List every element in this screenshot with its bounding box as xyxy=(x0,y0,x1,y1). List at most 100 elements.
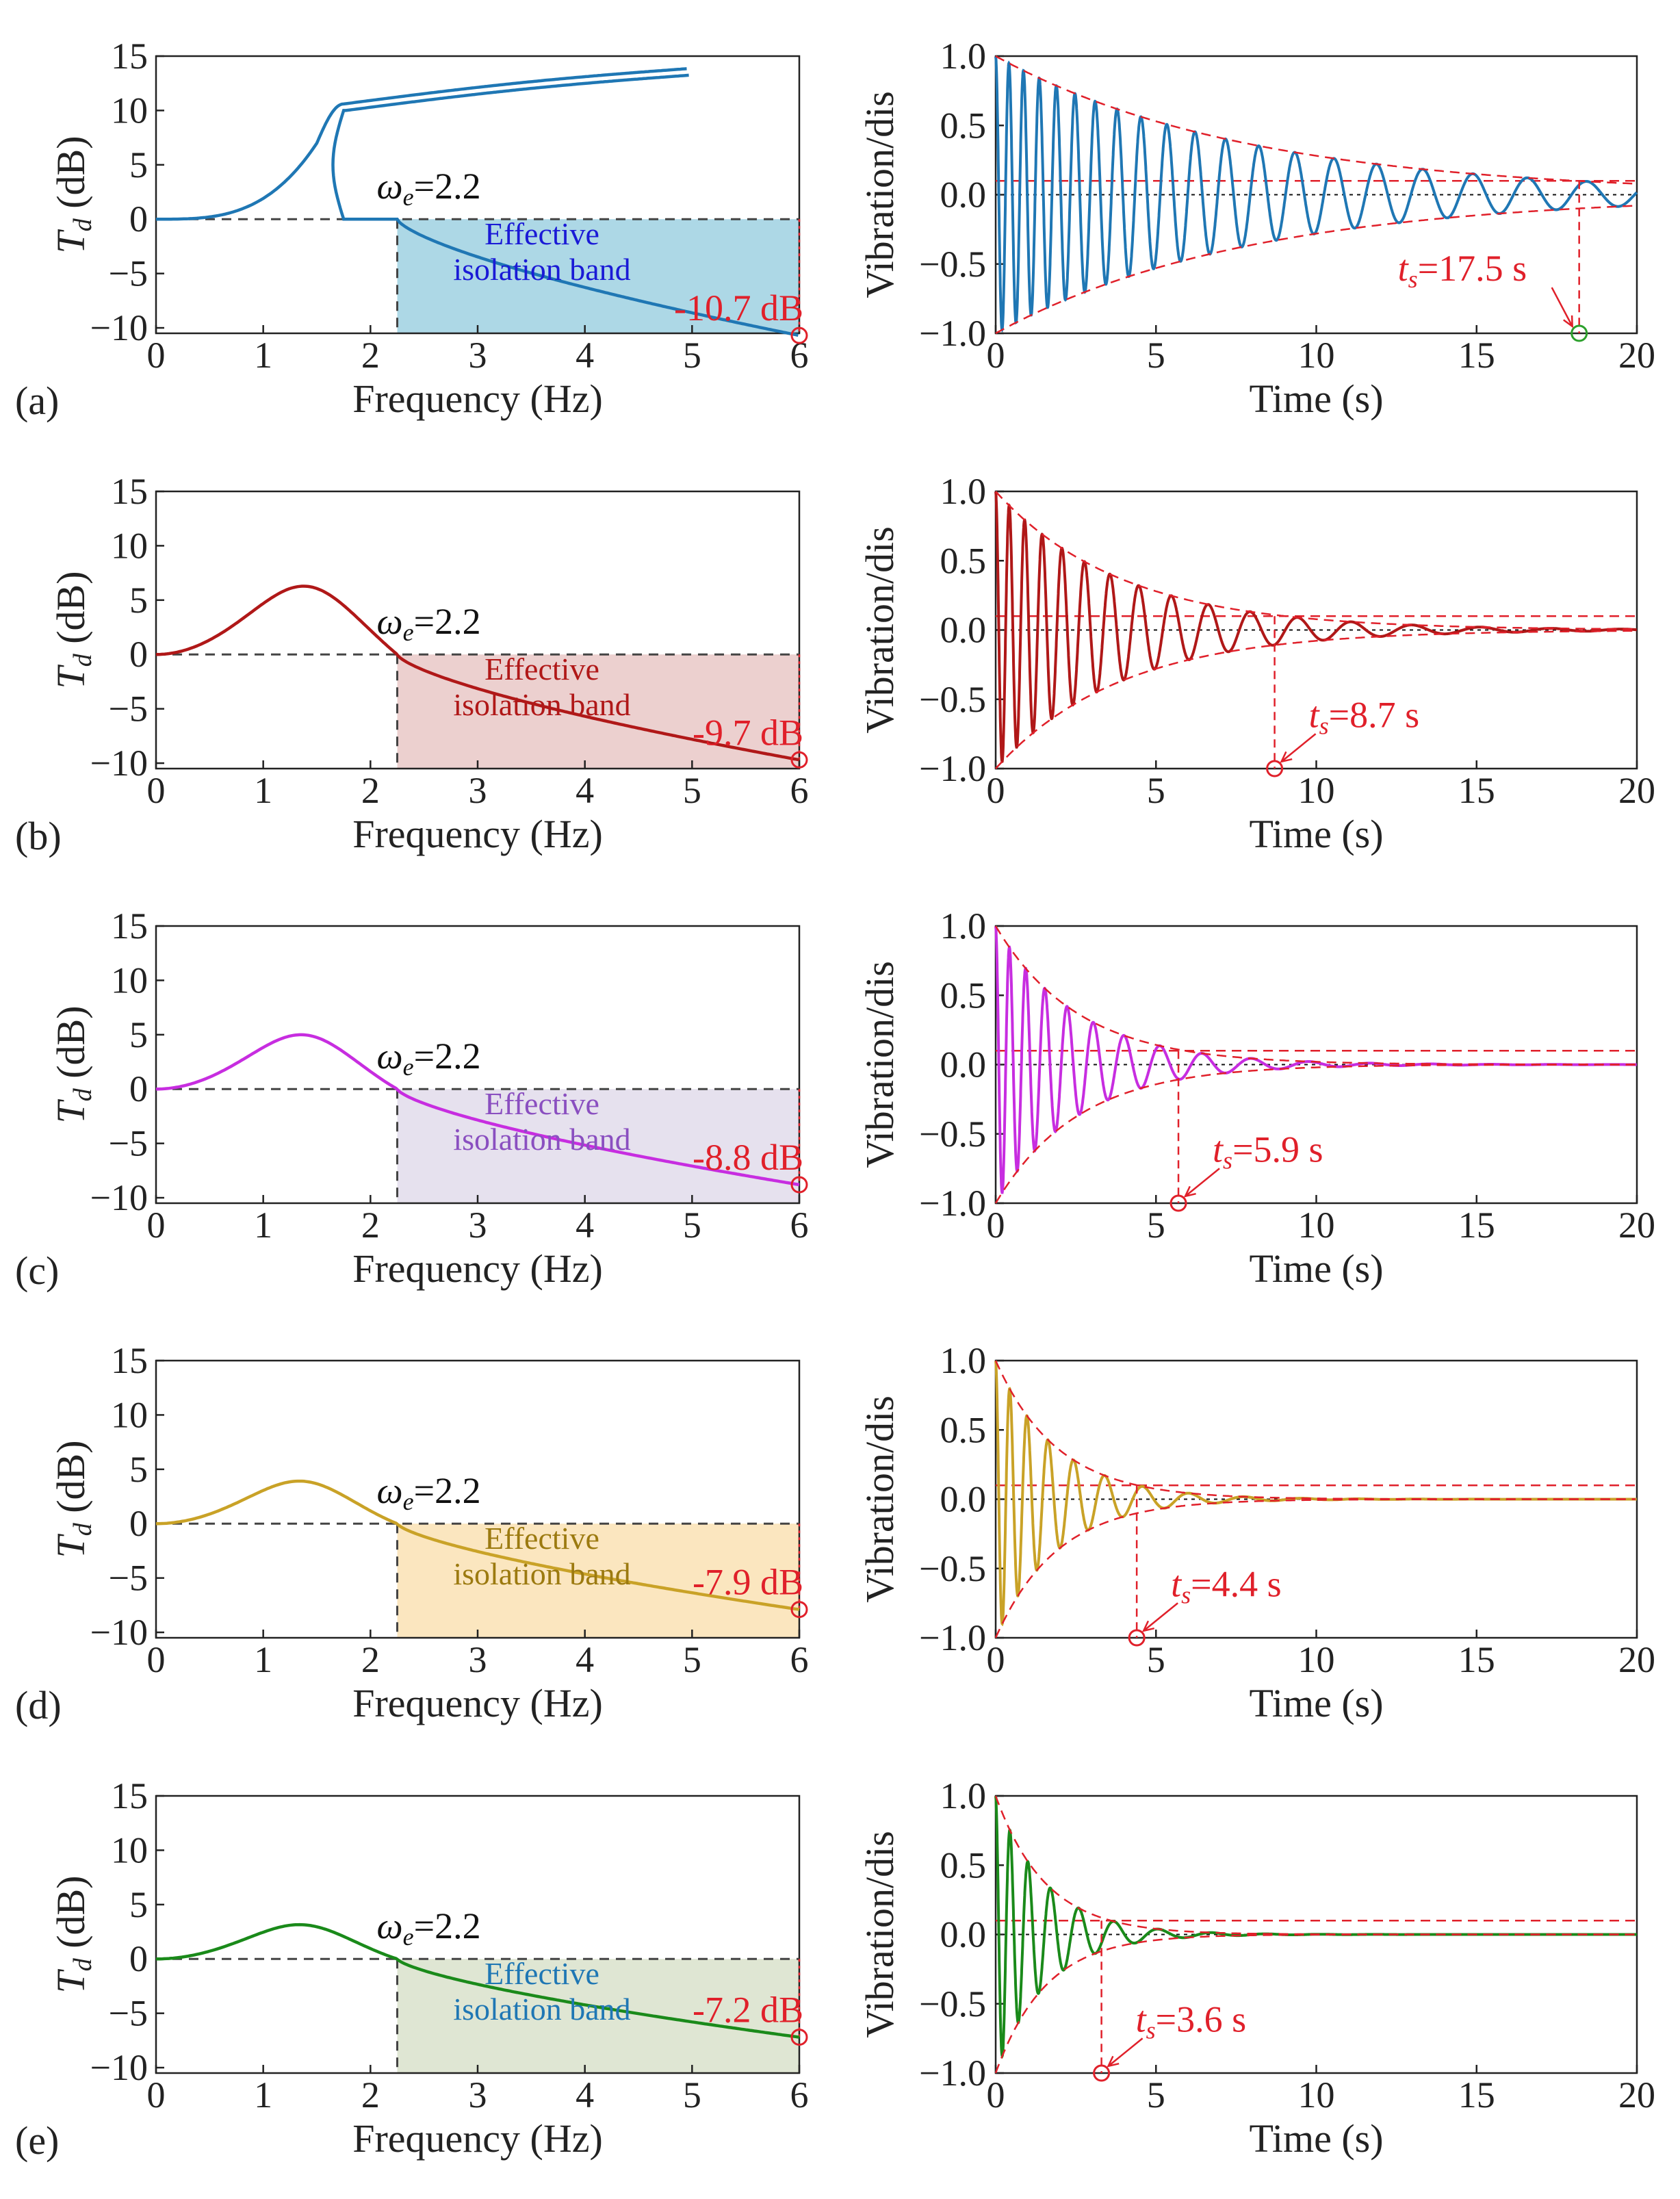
y-tick-label: 0.5 xyxy=(940,1844,987,1886)
lower-envelope xyxy=(995,205,1636,335)
omega-value: =2.2 xyxy=(414,1905,481,1946)
y-tick-label: −10 xyxy=(90,2047,148,2088)
omega-e-label: ωe=2.2 xyxy=(377,1036,481,1081)
x-tick-label: 6 xyxy=(790,335,809,376)
x-tick-label: 5 xyxy=(683,1639,701,1680)
band-label-line1: Effective xyxy=(484,1086,599,1121)
td-curve xyxy=(156,1922,800,2039)
end-db-label: -10.7 dB xyxy=(674,287,803,329)
x-tick-label: 10 xyxy=(1298,770,1335,811)
response-curve xyxy=(994,491,1638,764)
y-tick-label: 5 xyxy=(129,1014,148,1055)
omega-value: =2.2 xyxy=(414,166,481,207)
band-label-line2: isolation band xyxy=(453,687,630,722)
y-axis-label: Td (dB) xyxy=(49,1005,97,1123)
ts-subscript: s xyxy=(1319,712,1329,739)
y-tick-label: 0 xyxy=(129,198,148,240)
time-chart-5: 0 5 10 15 20 1.0 0.5 0.0 −0.5 −1.0 ts=5.9 s Time (s… xyxy=(857,905,1655,1291)
x-tick-label: 0 xyxy=(987,770,1005,811)
upper-envelope xyxy=(994,1795,1636,1936)
x-tick-label: 15 xyxy=(1458,770,1495,811)
x-tick-label: 20 xyxy=(1618,335,1655,376)
x-tick-label: 0 xyxy=(987,1639,1005,1680)
x-tick-label: 5 xyxy=(1147,335,1165,376)
x-tick-label: 15 xyxy=(1458,1639,1495,1680)
y-tick-label: −10 xyxy=(90,1612,148,1653)
isolation-band-region xyxy=(397,219,799,333)
x-axis-label: Time (s) xyxy=(1249,2116,1383,2161)
x-tick-label: 15 xyxy=(1458,2074,1495,2116)
ts-value: =5.9 s xyxy=(1232,1129,1323,1170)
td-curve xyxy=(156,1479,800,1611)
ts-value: =4.4 s xyxy=(1191,1563,1281,1604)
y-tick-label: −1.0 xyxy=(919,748,986,789)
ts-value: =3.6 s xyxy=(1156,1998,1246,2040)
y-label-subscript: d xyxy=(68,218,97,231)
band-label-line2: isolation band xyxy=(453,1556,630,1591)
x-axis-label: Time (s) xyxy=(1249,812,1383,856)
omega-e-label: ωe=2.2 xyxy=(377,1470,481,1515)
lower-envelope xyxy=(994,1498,1636,1638)
y-axis-label: Vibration/dis xyxy=(857,526,902,734)
x-tick-label: 0 xyxy=(987,2074,1005,2116)
y-tick-label: −5 xyxy=(109,1993,148,2034)
y-tick-label: −0.5 xyxy=(919,1983,986,2024)
ts-arrow-head xyxy=(1280,751,1293,763)
y-label-unit: (dB) xyxy=(49,1875,93,1958)
x-tick-label: 20 xyxy=(1618,2074,1655,2116)
omega-subscript: e xyxy=(403,1488,414,1515)
upper-envelope xyxy=(994,925,1636,1066)
x-axis-label: Time (s) xyxy=(1249,376,1383,421)
ts-arrow-head xyxy=(1141,1620,1154,1632)
time-chart-3: 0 5 10 15 20 1.0 0.5 0.0 −0.5 −1.0 ts=8.7 s Time (s… xyxy=(857,471,1655,856)
y-tick-label: 0 xyxy=(129,634,148,675)
x-tick-label: 1 xyxy=(254,2074,272,2116)
panel-label: (d) xyxy=(15,1683,62,1727)
x-tick-label: 6 xyxy=(790,770,809,811)
x-axis-label: Frequency (Hz) xyxy=(352,376,603,421)
x-tick-label: 0 xyxy=(987,335,1005,376)
y-label-subscript: d xyxy=(68,1088,97,1101)
y-tick-label: −1.0 xyxy=(919,1183,986,1224)
x-tick-label: 4 xyxy=(576,1639,594,1680)
panel-label: (b) xyxy=(15,814,62,858)
td-curve-lower xyxy=(331,73,799,337)
y-tick-label: −10 xyxy=(90,1177,148,1218)
x-tick-label: 3 xyxy=(469,1205,487,1246)
y-tick-label: 0 xyxy=(129,1938,148,1979)
settling-time-label: ts=5.9 s xyxy=(1213,1129,1323,1174)
omega-e-label: ωe=2.2 xyxy=(377,601,481,646)
x-tick-label: 10 xyxy=(1298,335,1335,376)
isolation-band-region xyxy=(397,1089,799,1203)
x-tick-label: 5 xyxy=(1147,1639,1165,1680)
x-axis-label: Frequency (Hz) xyxy=(352,1246,603,1291)
y-label-symbol: T xyxy=(49,229,93,254)
y-label-unit: (dB) xyxy=(49,571,93,654)
x-tick-label: 3 xyxy=(469,2074,487,2116)
ts-symbol: t xyxy=(1398,248,1410,289)
y-tick-label: −1.0 xyxy=(919,2053,986,2094)
band-label-line1: Effective xyxy=(484,1956,599,1991)
x-tick-label: 2 xyxy=(361,1639,380,1680)
y-axis-label: Vibration/dis xyxy=(857,961,902,1168)
y-tick-label: 0.5 xyxy=(940,975,987,1016)
ts-arrow-line xyxy=(1143,1602,1178,1632)
td-curve-upper xyxy=(156,67,687,221)
y-label-subscript: d xyxy=(68,1522,97,1536)
settling-time-marker xyxy=(1169,1194,1187,1212)
ts-symbol: t xyxy=(1136,1998,1148,2040)
end-point-marker xyxy=(790,326,808,344)
x-tick-label: 0 xyxy=(147,2074,166,2116)
panel-label: (e) xyxy=(15,2118,59,2163)
y-tick-label: 5 xyxy=(129,1449,148,1490)
y-tick-label: 0 xyxy=(129,1068,148,1109)
y-tick-label: 10 xyxy=(111,525,148,566)
ts-arrow-line xyxy=(1185,1168,1220,1197)
ts-symbol: t xyxy=(1213,1129,1224,1170)
settling-time-label: ts=4.4 s xyxy=(1171,1563,1282,1608)
omega-symbol: ω xyxy=(377,601,403,642)
end-db-label: -9.7 dB xyxy=(693,712,803,753)
x-tick-label: 5 xyxy=(683,335,701,376)
settling-time-label: ts=17.5 s xyxy=(1398,248,1527,293)
omega-value: =2.2 xyxy=(414,1036,481,1077)
